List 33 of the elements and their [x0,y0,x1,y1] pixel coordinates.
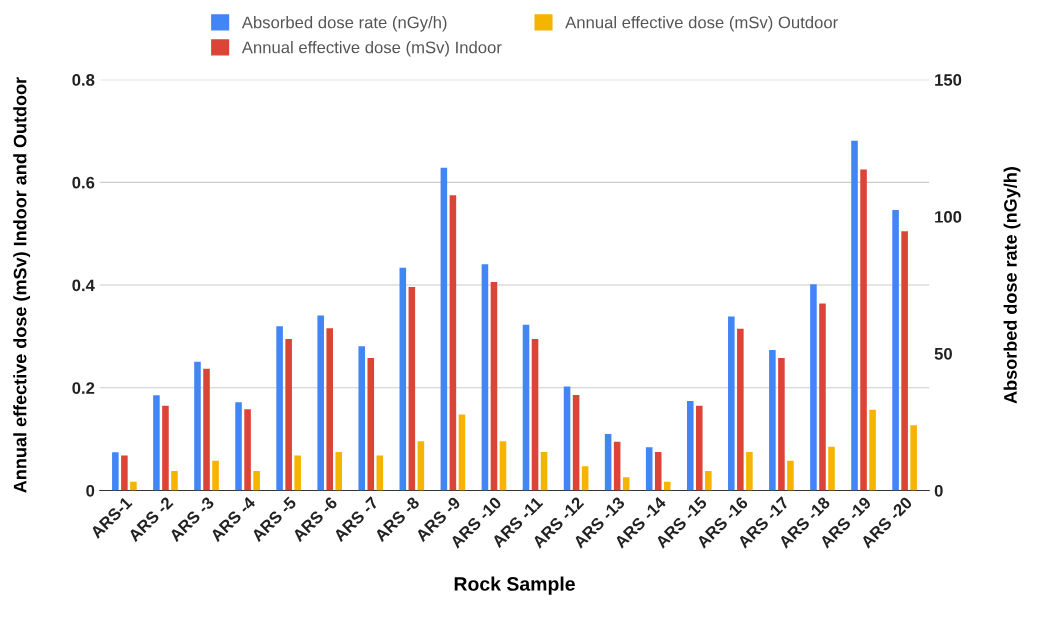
bar [335,451,343,491]
y-tick-label: 0.4 [72,279,95,292]
y-tick-label: 0.6 [72,176,95,189]
bar [828,446,835,491]
bar [499,441,507,491]
bar [294,455,301,491]
y2-tick-label: 150 [935,74,962,86]
y2-axis-title: Absorbed dose rate (nGy/h) [1003,167,1021,404]
x-axis-title: Rock Sample [454,576,575,595]
bar [581,466,589,491]
bar [910,425,917,491]
bar [171,470,178,491]
bar [869,409,876,491]
y2-tick-label: 0 [934,484,943,497]
legend-label: Annual effective dose (mSv) Indoor [241,41,502,57]
legend-label: Absorbed dose rate (nGy/h) [241,16,447,32]
y-axis-title: Annual effective dose (mSv) Indoor and Outdoor [13,77,31,493]
y-tick-label: 0 [86,484,95,497]
y2-tick-label: 50 [934,347,952,360]
legend-label: Annual effective dose (mSv) Outdoor [565,16,838,32]
bar [663,481,671,491]
y-tick-label: 0.8 [72,74,95,86]
bar [417,441,425,491]
bar [130,481,137,491]
bar [746,451,753,491]
bar [458,414,466,491]
bar [705,470,712,491]
bar [787,460,794,491]
bar [212,460,219,491]
y2-tick-label: 100 [935,210,962,223]
bar [253,470,260,491]
y-tick-label: 0.2 [72,382,95,394]
bar [540,451,548,491]
